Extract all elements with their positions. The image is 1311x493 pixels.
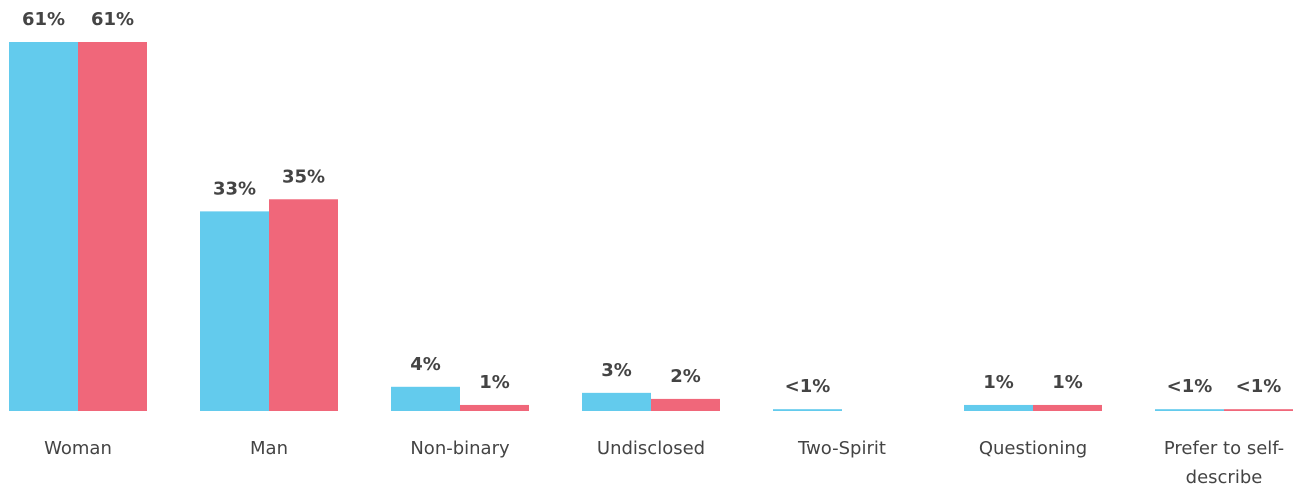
value-label: 2% [670, 366, 701, 387]
bar [651, 398, 720, 411]
bar [200, 211, 269, 411]
x-tick-label: Man [250, 438, 288, 459]
bar [773, 409, 842, 411]
x-tick-label: Undisclosed [596, 438, 706, 459]
value-label: <1% [1167, 376, 1213, 397]
value-label: 3% [601, 360, 632, 381]
value-label: 61% [91, 9, 134, 30]
bar [1033, 404, 1102, 411]
value-label: 1% [983, 372, 1014, 393]
value-label: 33% [213, 178, 256, 199]
x-tick-label: Woman [44, 438, 112, 459]
value-label: <1% [1236, 376, 1282, 397]
x-tick-label: Prefer to self-describe [1163, 438, 1285, 488]
bar [964, 404, 1033, 411]
bar [1155, 409, 1224, 411]
value-label: 1% [1052, 372, 1083, 393]
bar [460, 404, 529, 411]
bar [78, 42, 147, 411]
bar [582, 392, 651, 411]
bar [391, 386, 460, 411]
bar [1224, 409, 1293, 411]
value-label: 4% [410, 354, 441, 375]
value-label: 35% [282, 166, 325, 187]
value-label: 1% [479, 372, 510, 393]
bar [269, 199, 338, 411]
value-label: 61% [22, 9, 65, 30]
x-tick-label: Two-Spirit [798, 438, 886, 459]
x-tick-label: Questioning [978, 438, 1088, 459]
bar [9, 42, 78, 411]
value-label: <1% [785, 376, 831, 397]
x-tick-label: Non-binary [410, 438, 510, 459]
